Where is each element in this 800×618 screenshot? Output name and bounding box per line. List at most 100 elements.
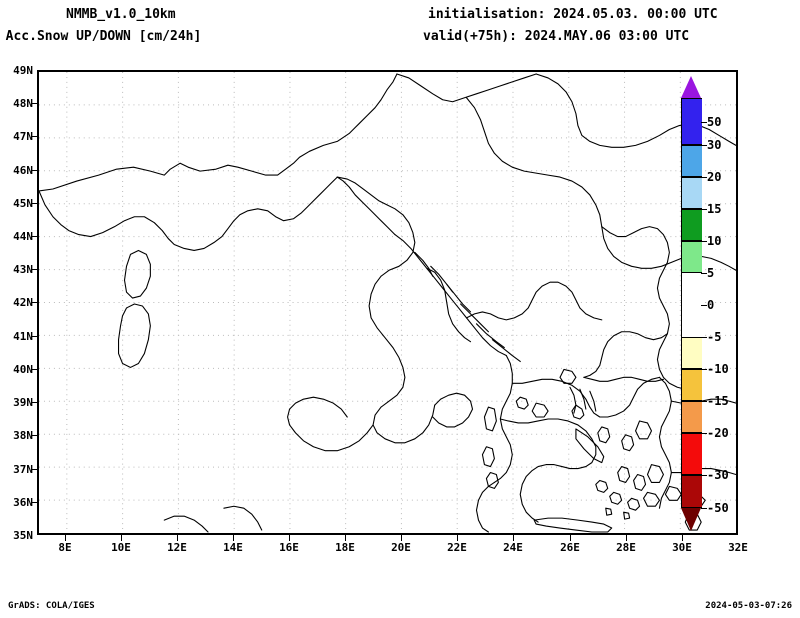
- map-gridlines: [39, 72, 736, 533]
- colorbar-label: 15: [707, 202, 722, 216]
- ytick-mark: [31, 136, 37, 137]
- ytick-label: 43N: [13, 263, 33, 276]
- colorbar-tick: [701, 401, 707, 402]
- render-timestamp: 2024-05-03-07:26: [705, 601, 792, 611]
- xtick-label: 26E: [560, 541, 580, 554]
- field-title: n Acc.Snow UP/DOWN [cm/24h]: [0, 29, 202, 44]
- colorbar-label: 30: [707, 138, 722, 152]
- colorbar-cap-min: [681, 508, 701, 531]
- ytick-label: 38N: [13, 429, 33, 442]
- xtick-mark: [177, 535, 178, 541]
- ytick-mark: [31, 435, 37, 436]
- colorbar-label: -50: [707, 501, 729, 515]
- colorbar-label: -5: [707, 330, 722, 344]
- colorbar-band-30-50: [682, 98, 702, 145]
- ytick-mark: [31, 170, 37, 171]
- ytick-mark: [31, 469, 37, 470]
- xtick-mark: [121, 535, 122, 541]
- colorbar-tick: [701, 305, 707, 306]
- xtick-label: 32E: [728, 541, 748, 554]
- ytick-label: 44N: [13, 230, 33, 243]
- xtick-label: 28E: [616, 541, 636, 554]
- colorbar-band-neg15-neg10: [682, 369, 702, 401]
- ytick-label: 39N: [13, 396, 33, 409]
- xtick-mark: [682, 535, 683, 541]
- xtick-mark: [65, 535, 66, 541]
- colorbar-tick: [701, 241, 707, 242]
- xtick-mark: [233, 535, 234, 541]
- initialisation-time: initialisation: 2024.05.03. 00:00 UTC: [428, 7, 718, 22]
- xtick-label: 24E: [503, 541, 523, 554]
- map-plot-area: [37, 70, 738, 535]
- colorbar-tick: [701, 145, 707, 146]
- colorbar-band-20-30: [682, 145, 702, 177]
- xtick-mark: [401, 535, 402, 541]
- colorbar-band-neg50-neg30: [682, 475, 702, 508]
- ytick-label: 35N: [13, 529, 33, 542]
- colorbar-band-5-10: [682, 241, 702, 273]
- ytick-label: 47N: [13, 130, 33, 143]
- ytick-mark: [31, 402, 37, 403]
- xtick-label: 22E: [447, 541, 467, 554]
- colorbar-label: -15: [707, 394, 729, 408]
- colorbar-bands: [681, 98, 702, 508]
- ytick-mark: [31, 302, 37, 303]
- colorbar-label: -20: [707, 426, 729, 440]
- model-title: NMMB_v1.0_10km: [66, 7, 176, 22]
- colorbar-tick: [701, 122, 707, 123]
- ytick-mark: [31, 502, 37, 503]
- grads-credit: GrADS: COLA/IGES: [8, 601, 95, 611]
- ytick-label: 41N: [13, 330, 33, 343]
- ytick-label: 37N: [13, 463, 33, 476]
- ytick-label: 42N: [13, 296, 33, 309]
- colorbar-band-neg5-0: [682, 305, 702, 337]
- colorbar-tick: [701, 369, 707, 370]
- ytick-label: 48N: [13, 97, 33, 110]
- ytick-mark: [31, 203, 37, 204]
- xtick-label: 12E: [167, 541, 187, 554]
- map-coastlines: [39, 73, 736, 533]
- colorbar-label: -10: [707, 362, 729, 376]
- colorbar: 50 30 20 15 10 5 0 -5 -10 -15 -20 -30 -5…: [681, 76, 729, 531]
- map-canvas: [39, 72, 736, 533]
- xtick-label: 18E: [335, 541, 355, 554]
- ytick-mark: [31, 236, 37, 237]
- xtick-mark: [457, 535, 458, 541]
- ytick-label: 40N: [13, 363, 33, 376]
- colorbar-cap-max: [681, 76, 701, 98]
- colorbar-tick: [701, 475, 707, 476]
- xtick-mark: [626, 535, 627, 541]
- xtick-label: 14E: [223, 541, 243, 554]
- colorbar-label: 10: [707, 234, 722, 248]
- colorbar-label: 20: [707, 170, 722, 184]
- colorbar-band-15-20: [682, 177, 702, 209]
- colorbar-tick: [701, 508, 707, 509]
- xtick-label: 30E: [672, 541, 692, 554]
- colorbar-band-neg30-neg20: [682, 433, 702, 475]
- ytick-mark: [31, 269, 37, 270]
- header: NMMB_v1.0_10km n Acc.Snow UP/DOWN [cm/24…: [0, 0, 800, 56]
- ytick-mark: [31, 369, 37, 370]
- ytick-label: 45N: [13, 197, 33, 210]
- colorbar-tick: [701, 337, 707, 338]
- colorbar-band-neg10-neg5: [682, 337, 702, 369]
- ytick-label: 49N: [13, 64, 33, 77]
- ytick-mark: [31, 103, 37, 104]
- xtick-mark: [570, 535, 571, 541]
- valid-time: valid(+75h): 2024.MAY.06 03:00 UTC: [423, 29, 690, 44]
- colorbar-tick: [701, 209, 707, 210]
- xtick-mark: [513, 535, 514, 541]
- colorbar-band-0-5: [682, 273, 702, 305]
- xtick-label: 20E: [391, 541, 411, 554]
- xtick-mark: [289, 535, 290, 541]
- colorbar-label: 0: [707, 298, 715, 312]
- colorbar-tick: [701, 273, 707, 274]
- colorbar-label: 50: [707, 115, 722, 129]
- ytick-label: 36N: [13, 496, 33, 509]
- ytick-label: 46N: [13, 164, 33, 177]
- ytick-mark: [31, 336, 37, 337]
- colorbar-label: -30: [707, 468, 729, 482]
- colorbar-band-neg20-neg15: [682, 401, 702, 433]
- xtick-label: 16E: [279, 541, 299, 554]
- colorbar-tick: [701, 177, 707, 178]
